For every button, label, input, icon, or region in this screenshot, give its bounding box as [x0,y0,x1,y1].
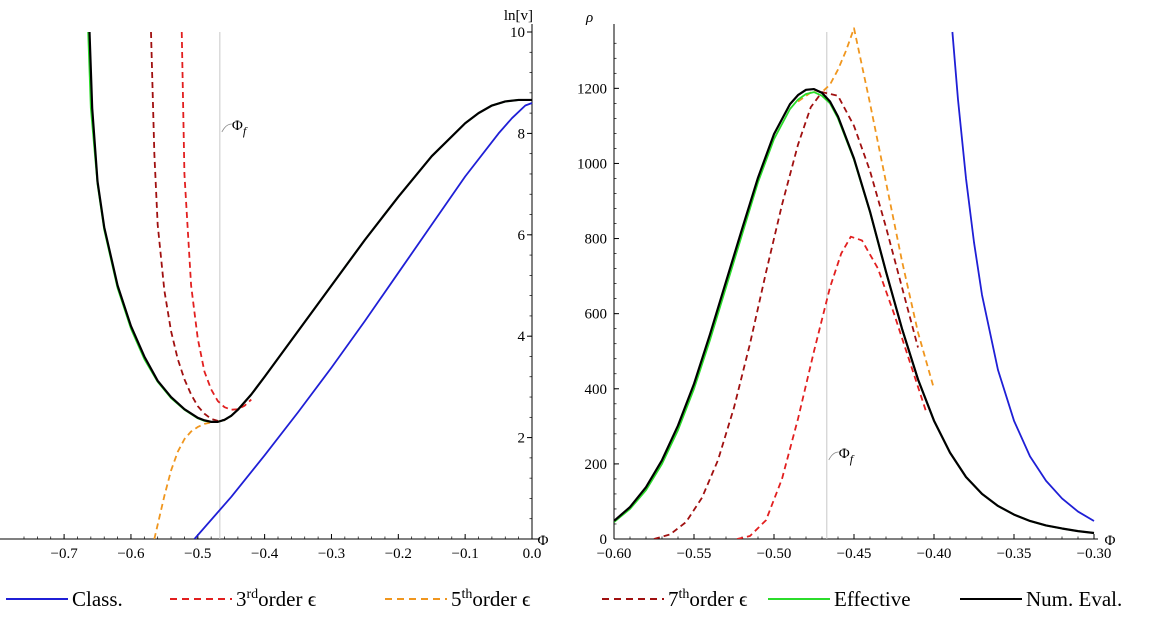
x-tick-label: −0.50 [757,546,792,562]
annotation-leader [828,451,839,461]
legend-item-effective: Effective [768,586,911,612]
legend-sup-7th: th [678,586,690,602]
y-tick-label: 600 [585,307,608,323]
y-tick-label: 2 [518,431,526,447]
x-tick-label: −0.7 [50,546,78,562]
y-tick-label: 0 [600,532,608,548]
phi-f-annotation: Φf [839,446,855,466]
series-group [87,31,533,539]
figure: −0.7 −0.6 −0.5 −0.4 −0.3 −0.2 −0.1 0.0 2 4 6 8 10ln[… [0,8,1116,562]
x-tick-label: −0.5 [184,546,211,562]
legend-swatch-7th [602,598,664,600]
legend-swatch-5th [385,598,447,600]
legend-pre-5th: 5 [451,586,462,611]
x-tick-label: −0.55 [677,546,712,562]
x-tick-label: −0.35 [997,546,1032,562]
legend: Class. 3rdorder ϵ 5thorder ϵ 7thorder ϵ … [0,580,1168,616]
series-7thorder- [150,31,232,422]
x-tick-label: −0.45 [837,546,872,562]
legend-sup-3rd: rd [246,586,259,602]
x-tick-label: −0.2 [385,546,412,562]
x-tick-label: −0.4 [251,546,279,562]
legend-label-5th: 5thorder ϵ [451,587,530,612]
y-tick-label: 6 [518,228,526,244]
legend-item-5th: 5thorder ϵ [385,586,530,612]
legend-swatch-class [6,598,68,600]
x-axis-label: Φ [538,533,549,549]
series-group [614,27,1095,539]
legend-text-5th: order ϵ [472,586,531,611]
x-tick-label: −0.6 [117,546,145,562]
series-3rdorder- [736,235,927,539]
y-tick-label: 800 [585,232,608,248]
legend-item-class: Class. [6,586,123,612]
legend-label-effective: Effective [834,586,911,611]
x-tick-label: −0.40 [917,546,952,562]
left-panel: −0.7 −0.6 −0.5 −0.4 −0.3 −0.2 −0.1 0.0 2 4 6 8 10ln[… [0,8,549,562]
legend-swatch-3rd [170,598,232,600]
y-axis-label: ρ [585,10,593,26]
x-axis-label: Φ [1105,533,1116,549]
series-3rdorder- [180,31,252,411]
series-7thorder- [653,91,919,539]
legend-text-7th: order ϵ [689,586,748,611]
x-tick-label: −0.60 [597,546,632,562]
y-tick-label: 1200 [577,81,607,97]
legend-swatch-num-eval [960,598,1022,600]
series-effective [87,31,532,423]
legend-sup-5th: th [461,586,473,602]
y-tick-label: 200 [585,457,608,473]
series-5thorder- [153,419,225,539]
legend-pre-7th: 7 [668,586,679,611]
legend-label-class: Class. [72,586,123,611]
series-num-eval- [88,31,532,423]
x-tick-label: −0.1 [452,546,479,562]
legend-text-3rd: order ϵ [258,586,317,611]
series-num-eval- [614,87,1095,535]
series-5thorder- [797,27,935,390]
y-tick-label: 8 [518,126,526,142]
legend-item-num-eval: Num. Eval. [960,586,1122,612]
legend-item-3rd: 3rdorder ϵ [170,586,316,612]
y-axis-label: ln[v] [504,8,533,24]
legend-label-3rd: 3rdorder ϵ [236,587,316,612]
y-tick-label: 400 [585,382,608,398]
x-tick-label: −0.30 [1077,546,1112,562]
right-panel: −0.60 −0.55 −0.50 −0.45 −0.40 −0.35 −0.30 0 200 4… [577,10,1116,562]
legend-label-num-eval: Num. Eval. [1026,586,1123,611]
y-tick-label: 1000 [577,156,607,172]
series-class- [193,102,533,539]
y-tick-label: 4 [518,329,526,345]
legend-label-7th: 7thorder ϵ [668,587,747,612]
legend-pre-3rd: 3 [236,586,247,611]
x-tick-label: 0.0 [523,546,542,562]
phi-f-annotation: Φf [232,118,248,138]
annotation-leader [221,123,232,133]
y-tick-label: 10 [510,25,525,41]
legend-swatch-effective [768,598,830,600]
x-tick-label: −0.3 [318,546,345,562]
legend-item-7th: 7thorder ϵ [602,586,747,612]
series-class- [951,31,1095,522]
